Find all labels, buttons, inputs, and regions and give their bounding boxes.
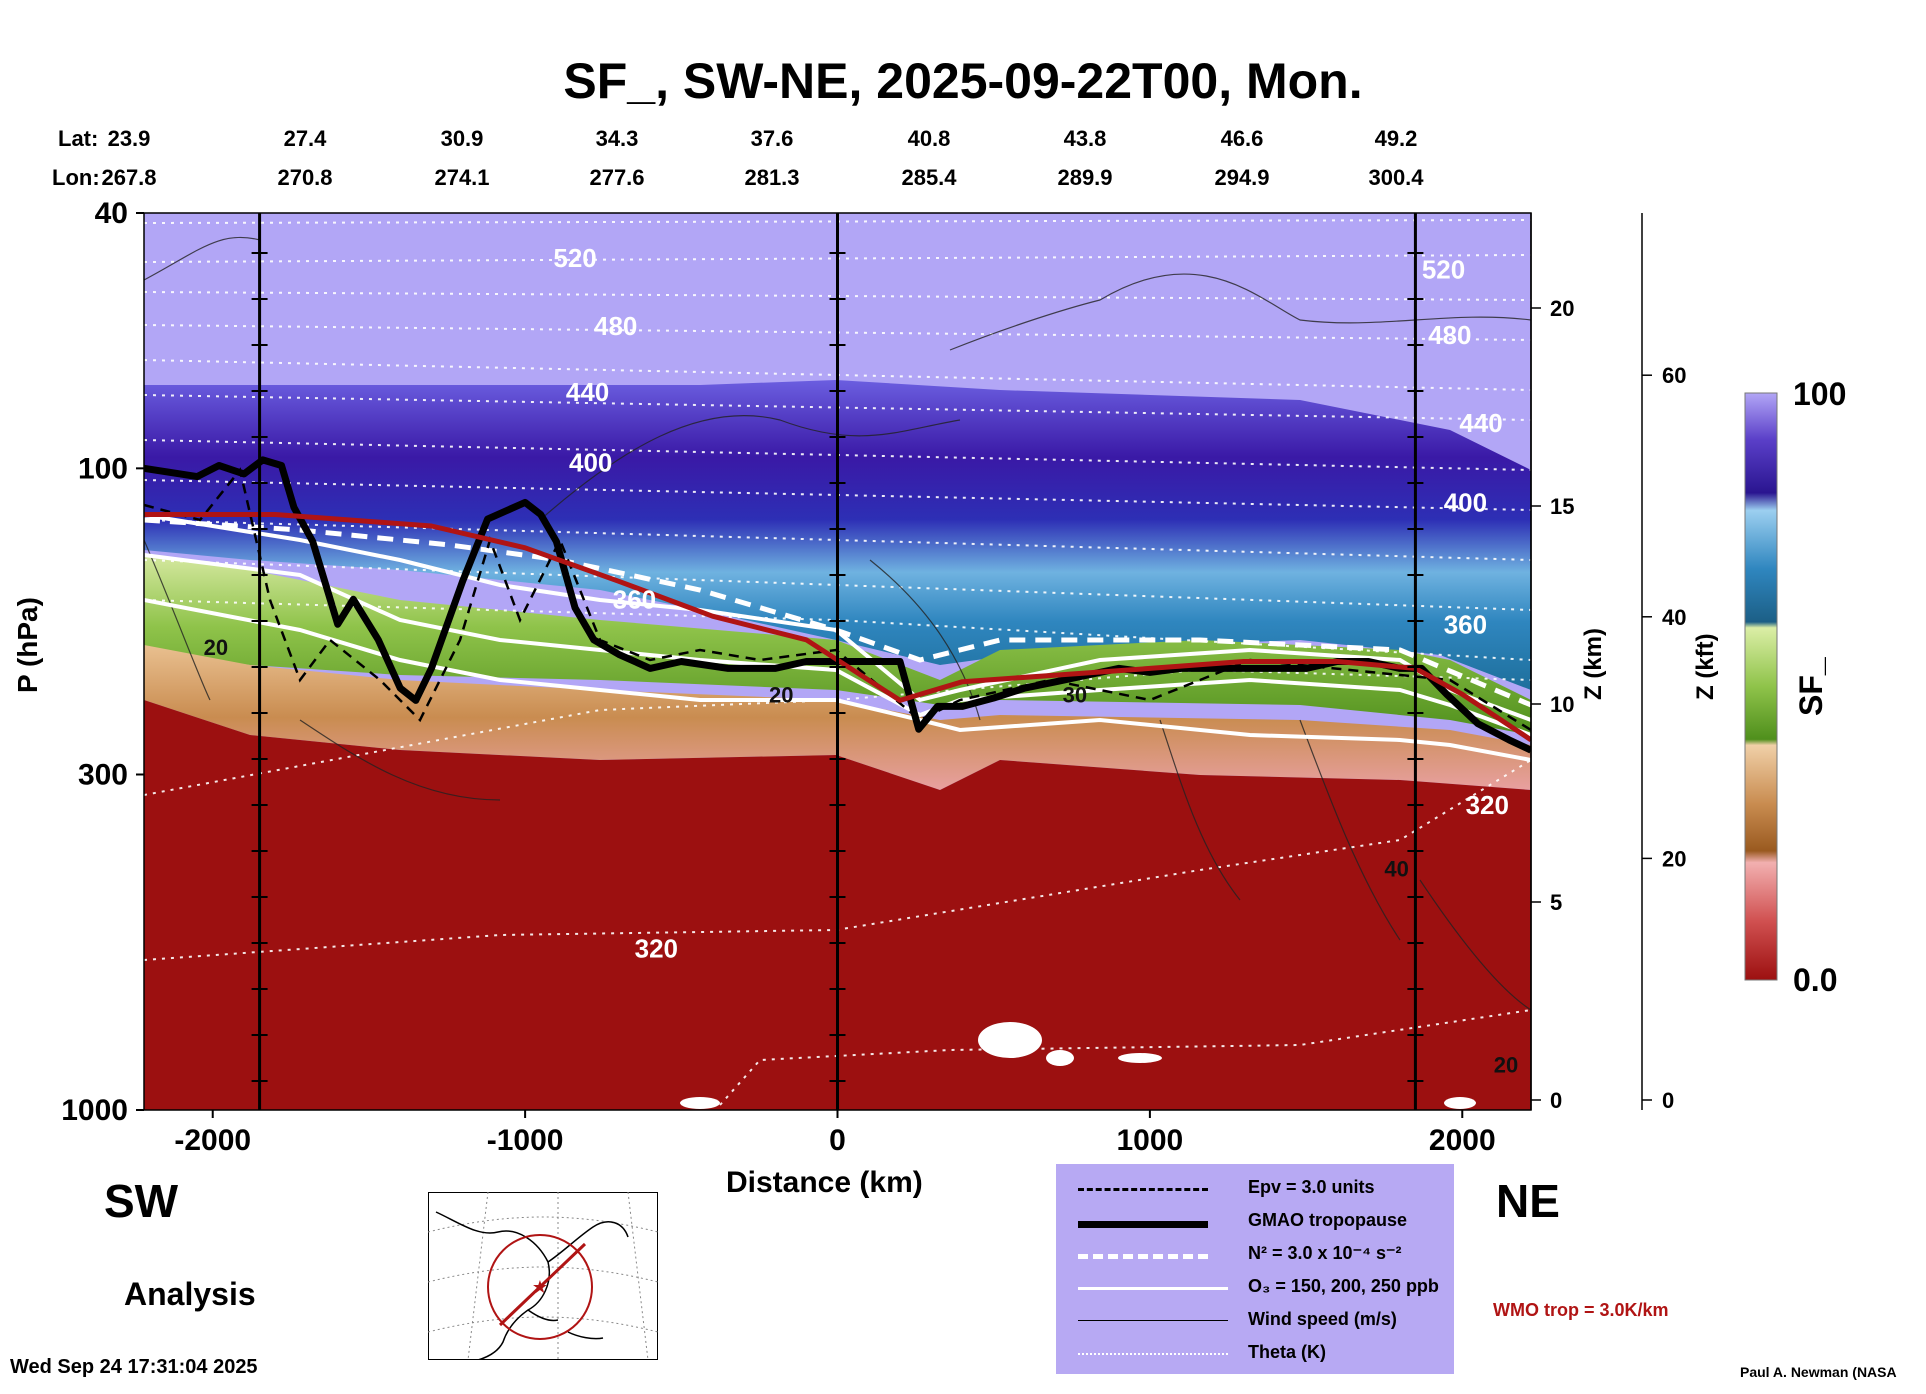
y-tick-label: 1000 bbox=[61, 1094, 128, 1127]
y-tick-label: 300 bbox=[78, 758, 128, 791]
lon-value: 300.4 bbox=[1368, 165, 1424, 190]
lat-value: 27.4 bbox=[283, 126, 327, 151]
inset-graticule bbox=[428, 1192, 658, 1360]
z-km-tick-label: 20 bbox=[1550, 296, 1574, 321]
ozone-contour-250 bbox=[144, 598, 1531, 762]
wind-label: 40 bbox=[1384, 856, 1408, 881]
inset-center-marker: ★ bbox=[532, 1277, 548, 1297]
theta-label: 440 bbox=[566, 377, 609, 407]
lon-value: 285.4 bbox=[901, 165, 957, 190]
gmao-tropopause-line bbox=[144, 456, 1531, 754]
z-kft-axis-label: Z (kft) bbox=[1692, 633, 1719, 700]
theta-label: 480 bbox=[1428, 320, 1471, 350]
wind-label: 30 bbox=[1063, 682, 1087, 707]
analysis-label: Analysis bbox=[124, 1276, 256, 1312]
z-kft-tick-label: 0 bbox=[1662, 1088, 1674, 1113]
theta-label: 320 bbox=[1466, 790, 1509, 820]
z-km-tick-label: 15 bbox=[1550, 494, 1574, 519]
colorbar-min-label: 0.0 bbox=[1793, 962, 1838, 998]
theta-label: 440 bbox=[1459, 408, 1502, 438]
lon-value: 267.8 bbox=[101, 165, 157, 190]
x-tick-label: -1000 bbox=[487, 1124, 564, 1157]
z-km-tick-label: 0 bbox=[1550, 1088, 1562, 1113]
sw-direction-label: SW bbox=[104, 1175, 179, 1227]
y-tick-label: 40 bbox=[95, 197, 128, 230]
wmo-tropopause-line bbox=[144, 512, 1531, 742]
z-kft-tick-label: 20 bbox=[1662, 846, 1686, 871]
z-km-tick-label: 10 bbox=[1550, 692, 1574, 717]
lon-value: 270.8 bbox=[277, 165, 333, 190]
x-tick-label: 1000 bbox=[1117, 1124, 1184, 1157]
wind-label: 20 bbox=[204, 635, 228, 660]
legend-item-n2: N² = 3.0 x 10⁻⁴ s⁻² bbox=[1078, 1240, 1448, 1270]
z-km-tick-label: 5 bbox=[1550, 890, 1562, 915]
axes: -2000 -1000 0 1000 2000 40 100 300 1000 0 5 10 15 20 0… bbox=[61, 197, 1686, 1157]
wind-speed-contours bbox=[144, 236, 1531, 1011]
timestamp: Wed Sep 24 17:31:04 2025 bbox=[10, 1356, 258, 1378]
z-kft-tick-label: 40 bbox=[1662, 605, 1686, 630]
wmo-trop-label: WMO trop = 3.0K/km bbox=[1493, 1300, 1669, 1320]
theta-label: 320 bbox=[635, 933, 678, 963]
colorbar bbox=[1744, 392, 1778, 981]
lat-value: 23.9 bbox=[107, 126, 151, 151]
theta-label: 520 bbox=[553, 243, 596, 273]
wind-label: 20 bbox=[1494, 1053, 1518, 1078]
theta-label: 360 bbox=[1444, 609, 1487, 639]
credit: Paul A. Newman (NASA bbox=[1740, 1364, 1897, 1380]
theta-label: 400 bbox=[569, 448, 612, 478]
z-kft-tick-label: 60 bbox=[1662, 363, 1686, 388]
theta-label: 360 bbox=[613, 584, 656, 614]
theta-label: 400 bbox=[1444, 487, 1487, 517]
lon-value: 274.1 bbox=[434, 165, 490, 190]
lon-value: 294.9 bbox=[1214, 165, 1270, 190]
theta-label: 480 bbox=[594, 311, 637, 341]
x-tick-label: -2000 bbox=[174, 1124, 251, 1157]
y-tick-label: 100 bbox=[78, 452, 128, 485]
lat-value: 49.2 bbox=[1374, 126, 1418, 151]
lon-label: Lon: bbox=[52, 165, 100, 190]
lat-value: 40.8 bbox=[907, 126, 951, 151]
legend-item-wind: Wind speed (m/s) bbox=[1078, 1306, 1448, 1336]
theta-label: 520 bbox=[1422, 255, 1465, 285]
lat-value: 30.9 bbox=[440, 126, 484, 151]
inset-map: ★ bbox=[428, 1192, 658, 1360]
lon-value: 277.6 bbox=[589, 165, 645, 190]
lat-label: Lat: bbox=[58, 126, 99, 151]
legend-item-ozone: O₃ = 150, 200, 250 ppb bbox=[1078, 1273, 1448, 1303]
cloud-patches bbox=[680, 1022, 1476, 1109]
lon-value: 281.3 bbox=[744, 165, 800, 190]
ozone-contour-200 bbox=[144, 553, 1531, 737]
lon-value: 289.9 bbox=[1057, 165, 1113, 190]
vertical-reference-lines bbox=[251, 213, 1424, 1110]
contour-labels: 520 480 440 400 360 320 520 480 440 400 360 320 20 20… bbox=[204, 243, 1519, 1078]
wind-label: 20 bbox=[769, 682, 793, 707]
inset-map-frame bbox=[428, 1192, 658, 1360]
lat-value: 46.6 bbox=[1220, 126, 1264, 151]
lat-value: 37.6 bbox=[750, 126, 794, 151]
legend-item-theta: Theta (K) bbox=[1078, 1339, 1448, 1369]
z-km-axis-label: Z (km) bbox=[1580, 628, 1607, 700]
chart-title: SF_, SW-NE, 2025-09-22T00, Mon. bbox=[563, 53, 1363, 109]
inset-section-line bbox=[498, 1242, 587, 1327]
x-tick-label: 0 bbox=[829, 1124, 846, 1157]
ne-direction-label: NE bbox=[1496, 1175, 1560, 1227]
inset-coastlines bbox=[435, 1211, 629, 1360]
x-tick-label: 2000 bbox=[1429, 1124, 1496, 1157]
colorbar-max-label: 100 bbox=[1793, 376, 1847, 412]
inset-range-circle bbox=[487, 1234, 593, 1340]
legend-item-epv: Epv = 3.0 units bbox=[1078, 1174, 1448, 1204]
lat-value: 43.8 bbox=[1063, 126, 1107, 151]
colorbar-variable-label: SF_ bbox=[1793, 657, 1829, 716]
y-axis-label: P (hPa) bbox=[12, 597, 43, 693]
lat-value: 34.3 bbox=[595, 126, 639, 151]
legend-item-gmao: GMAO tropopause bbox=[1078, 1207, 1448, 1237]
x-axis-label: Distance (km) bbox=[726, 1166, 923, 1199]
legend: Epv = 3.0 units GMAO tropopause N² = 3.0… bbox=[1056, 1164, 1454, 1374]
